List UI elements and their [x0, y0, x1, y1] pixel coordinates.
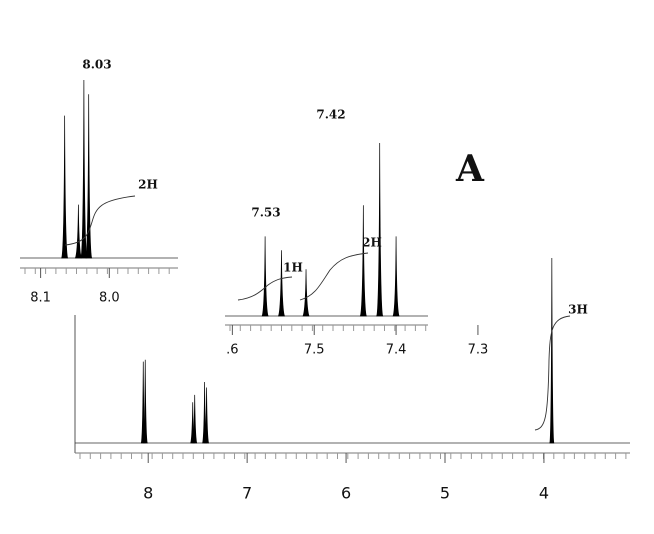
annotation: 2H	[138, 178, 158, 192]
peak	[376, 142, 384, 317]
x-tick-label: 7.3	[468, 343, 489, 358]
annotation: 1H	[283, 261, 303, 275]
integral-curve	[237, 252, 369, 301]
peak	[302, 269, 310, 317]
x-tick-label: 7.5	[304, 343, 325, 358]
x-tick-label: 6	[341, 484, 351, 503]
integral-curve	[64, 195, 136, 246]
x-tick-label: 8.1	[30, 291, 51, 306]
integral-curve	[534, 315, 571, 431]
annotation: 2H	[362, 236, 382, 250]
x-tick-label: 8	[143, 484, 153, 503]
annotation: 7.42	[316, 108, 345, 122]
peak	[80, 79, 88, 259]
x-tick-label: 8.0	[99, 291, 120, 306]
annotation: 3H	[568, 303, 588, 317]
peak	[74, 204, 82, 259]
x-tick-label: 7	[242, 484, 252, 503]
peak	[277, 250, 286, 317]
x-tick-label: 7.4	[386, 343, 407, 358]
inset-background	[20, 25, 180, 315]
peak	[359, 205, 367, 317]
peak	[549, 257, 555, 444]
x-tick-label: 4	[539, 484, 549, 503]
annotation: 7.53	[251, 206, 280, 220]
inset-background	[222, 110, 432, 360]
peak	[192, 394, 198, 444]
peak	[85, 94, 93, 259]
peak	[61, 115, 69, 259]
peak	[261, 236, 269, 317]
x-tick-label: 5	[440, 484, 450, 503]
x-tick-label: .6	[226, 343, 238, 358]
peak	[392, 236, 400, 317]
peak	[204, 387, 210, 444]
panel-label: A	[455, 148, 485, 190]
peak	[142, 359, 148, 444]
annotation: 8.03	[82, 58, 111, 72]
